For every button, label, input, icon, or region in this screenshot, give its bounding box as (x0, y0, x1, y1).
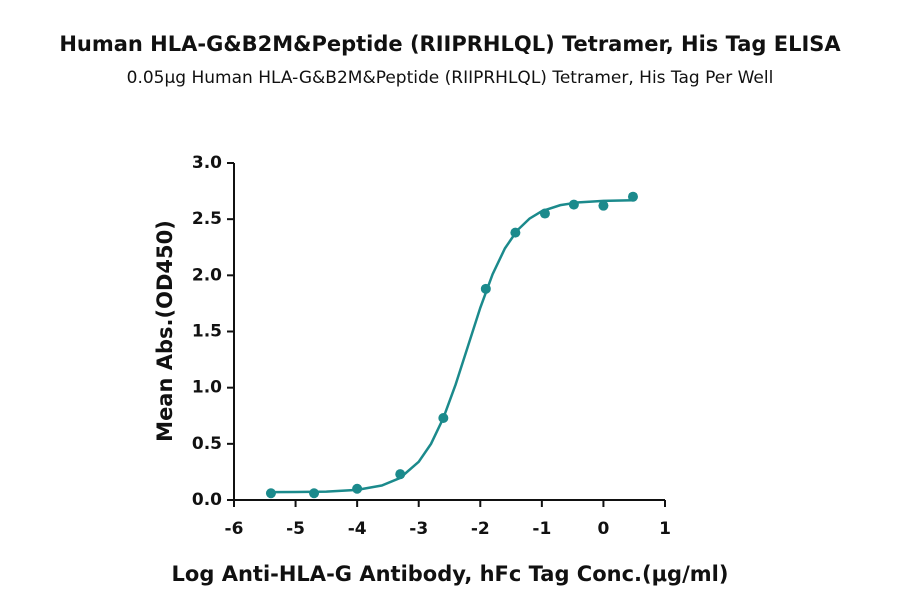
data-point (395, 469, 406, 480)
chart-title: Human HLA-G&B2M&Peptide (RIIPRHLQL) Tetr… (59, 32, 841, 56)
data-point (352, 483, 363, 494)
data-point (309, 488, 320, 499)
data-point (510, 227, 521, 238)
x-tick-label: 1 (659, 519, 671, 539)
y-tick-label: 1.0 (192, 378, 222, 398)
data-point (627, 191, 638, 202)
data-point (598, 200, 609, 211)
y-tick-label: 0.5 (192, 434, 222, 454)
x-tick-label: 0 (598, 519, 610, 539)
y-tick-label: 2.0 (192, 265, 222, 285)
y-tick-label: 3.0 (192, 153, 222, 173)
y-tick-label: 0.0 (192, 490, 222, 510)
y-tick-label: 2.5 (192, 209, 222, 229)
y-tick-label: 1.5 (192, 322, 222, 342)
x-tick-label: -6 (225, 519, 244, 539)
data-point (438, 412, 449, 423)
data-point (265, 488, 276, 499)
fit-curve (270, 199, 634, 494)
data-point (480, 283, 491, 294)
x-tick-label: -5 (286, 519, 305, 539)
data-point (568, 199, 579, 210)
x-tick-label: -3 (409, 519, 428, 539)
x-tick-label: -2 (471, 519, 490, 539)
x-tick-label: -1 (532, 519, 551, 539)
chart-subtitle: 0.05μg Human HLA-G&B2M&Peptide (RIIPRHLQ… (127, 68, 774, 88)
data-point (539, 208, 550, 219)
x-tick-label: -4 (348, 519, 367, 539)
y-axis-label: Mean Abs.(OD450) (153, 220, 177, 442)
x-axis-label: Log Anti-HLA-G Antibody, hFc Tag Conc.(μ… (172, 562, 729, 586)
